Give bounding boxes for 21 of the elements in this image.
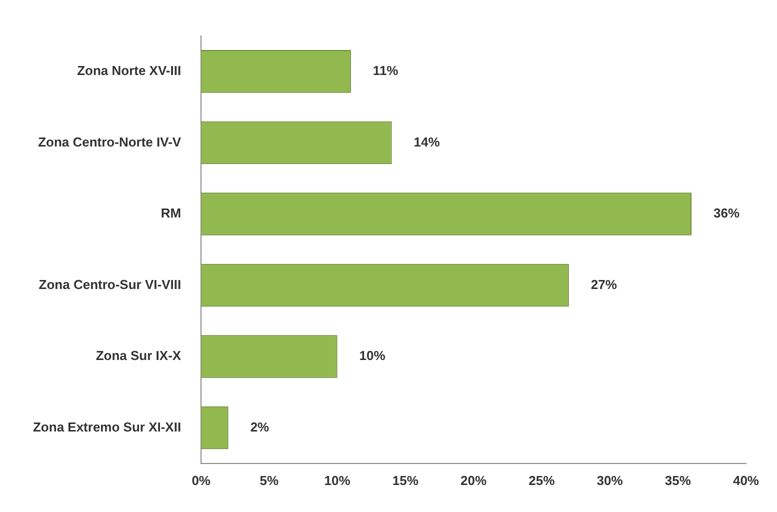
data-label: 27%	[590, 276, 618, 292]
x-tick-label: 30%	[596, 472, 624, 488]
y-tick-label: Zona Centro-Sur VI-VIII	[38, 276, 182, 292]
x-tick-label: 20%	[460, 472, 487, 488]
y-tick-label: Zona Sur IX-X	[96, 348, 182, 364]
x-tick-label: 10%	[324, 472, 351, 488]
y-tick-label: Zona Extremo Sur XI-XII	[32, 419, 182, 434]
x-tick-label: 25%	[528, 472, 556, 488]
data-label: 10%	[359, 348, 386, 364]
x-tick-label: 35%	[664, 472, 692, 488]
y-tick-label: Zona Norte XV-III	[77, 63, 182, 78]
data-label: 36%	[714, 206, 740, 221]
y-tick-label: Zona Centro-Norte IV-V	[38, 134, 182, 150]
data-label: 2%	[250, 419, 270, 434]
data-label: 14%	[414, 134, 440, 150]
x-tick-label: 15%	[392, 472, 419, 488]
x-tick-label: 40%	[732, 472, 760, 488]
x-tick-label: 5%	[260, 472, 280, 488]
y-tick-label: RM	[160, 206, 182, 221]
data-label: 11%	[372, 63, 399, 78]
x-tick-label: 0%	[192, 472, 211, 488]
